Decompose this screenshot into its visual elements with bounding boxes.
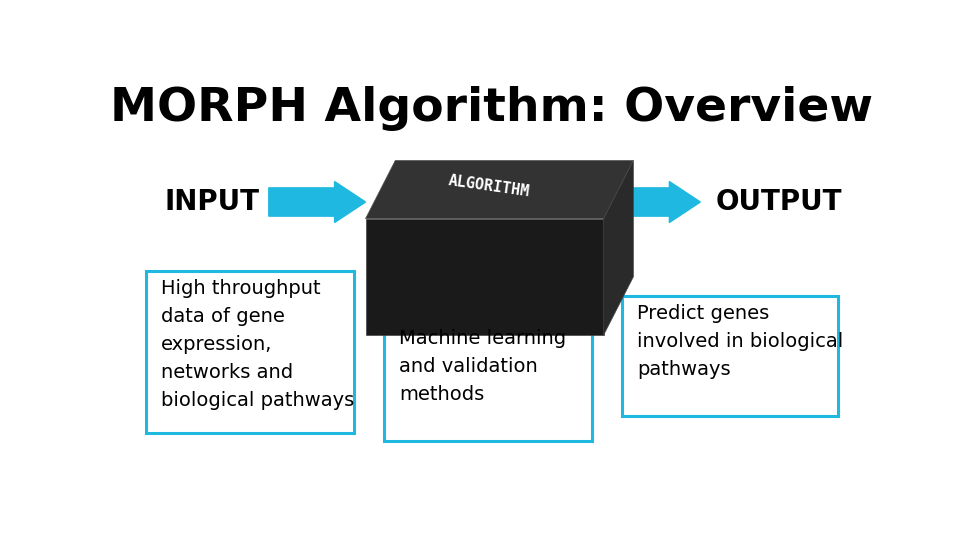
Polygon shape	[366, 219, 604, 335]
Text: Machine learning
and validation
methods: Machine learning and validation methods	[399, 329, 566, 404]
Polygon shape	[604, 160, 634, 335]
Text: INPUT: INPUT	[165, 188, 259, 216]
Text: High throughput
data of gene
expression,
networks and
biological pathways: High throughput data of gene expression,…	[161, 279, 354, 410]
FancyBboxPatch shape	[146, 271, 354, 433]
FancyArrow shape	[604, 181, 701, 222]
Polygon shape	[366, 160, 634, 219]
Text: ALGORITHM: ALGORITHM	[447, 173, 531, 200]
FancyBboxPatch shape	[622, 295, 838, 416]
FancyBboxPatch shape	[384, 321, 592, 441]
Text: Predict genes
involved in biological
pathways: Predict genes involved in biological pat…	[637, 304, 843, 379]
Text: MORPH Algorithm: Overview: MORPH Algorithm: Overview	[110, 85, 874, 131]
FancyArrow shape	[269, 181, 366, 222]
Text: OUTPUT: OUTPUT	[715, 188, 842, 216]
